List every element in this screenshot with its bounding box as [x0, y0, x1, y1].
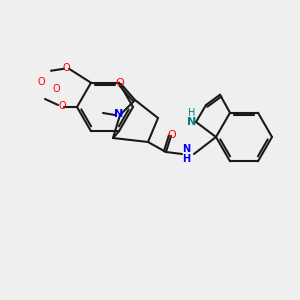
Text: O: O	[168, 130, 176, 140]
Text: O: O	[52, 84, 60, 94]
Text: N: N	[114, 109, 124, 119]
Text: H: H	[188, 108, 196, 118]
Text: O: O	[116, 78, 124, 88]
Text: N
H: N H	[182, 144, 190, 164]
Text: O: O	[37, 77, 45, 87]
Text: O: O	[62, 63, 70, 73]
Text: O: O	[58, 101, 66, 111]
Text: N: N	[188, 117, 196, 127]
